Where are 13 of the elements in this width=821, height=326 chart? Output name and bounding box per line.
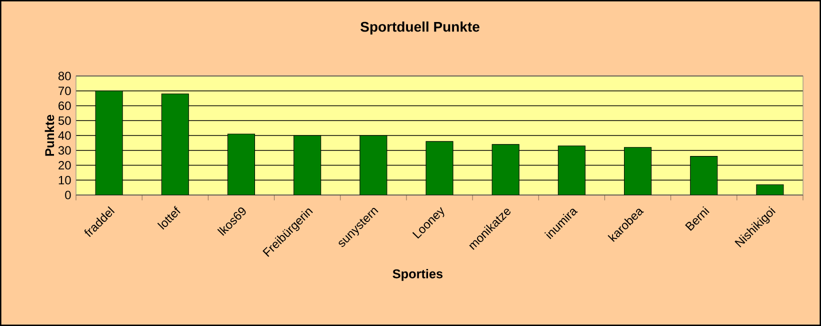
y-tick-label: 40 [58, 131, 71, 140]
y-tick-label: 20 [58, 160, 71, 170]
y-tick-label: 50 [58, 116, 71, 125]
y-tick-label: 70 [58, 86, 71, 96]
bar [756, 184, 784, 195]
y-axis-title: Punkte [44, 114, 54, 156]
chart-title: Sportduell Punkte [360, 21, 480, 35]
y-tick-label: 60 [58, 102, 71, 110]
x-axis-title: Sporties [392, 269, 443, 281]
y-tick-label: 10 [58, 176, 71, 184]
y-tick-label: 30 [58, 146, 71, 155]
y-tick-label: 80 [58, 72, 71, 80]
y-tick-label: 0 [65, 190, 71, 200]
